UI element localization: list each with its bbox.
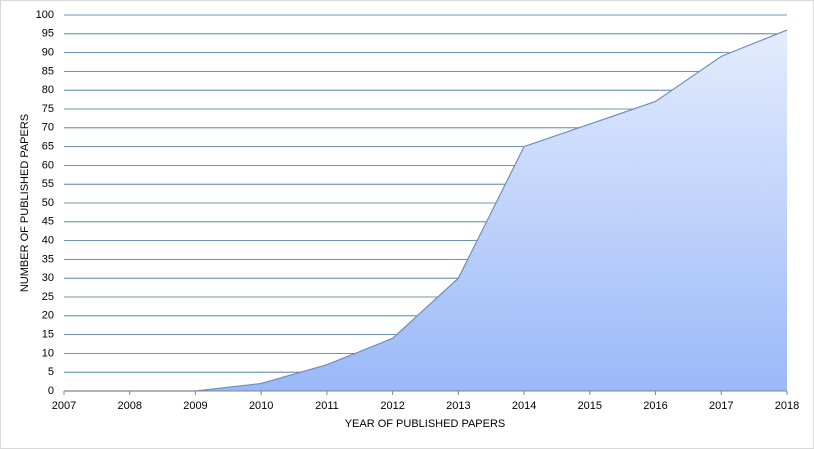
y-tick-label: 85 (42, 65, 54, 77)
x-tick-label: 2012 (380, 400, 404, 412)
x-axis-title: YEAR OF PUBLISHED PAPERS (345, 418, 506, 430)
x-tick-label: 2009 (183, 400, 207, 412)
x-tick-label: 2013 (446, 400, 470, 412)
y-tick-label: 25 (42, 291, 54, 303)
area (64, 30, 787, 391)
y-tick-label: 30 (42, 272, 54, 284)
y-tick-label: 65 (42, 141, 54, 153)
y-tick-label: 70 (42, 122, 54, 134)
y-tick-label: 55 (42, 178, 54, 190)
y-tick-label: 20 (42, 310, 54, 322)
x-tick-label: 2010 (249, 400, 273, 412)
y-tick-label: 10 (42, 347, 54, 359)
y-tick-label: 60 (42, 159, 54, 171)
y-tick-label: 75 (42, 103, 54, 115)
y-tick-label: 40 (42, 235, 54, 247)
x-tick-label: 2014 (512, 400, 536, 412)
y-tick-label: 45 (42, 216, 54, 228)
x-tick-label: 2008 (117, 400, 141, 412)
y-tick-label: 95 (42, 28, 54, 40)
x-tick-label: 2015 (578, 400, 602, 412)
y-tick-label: 100 (36, 9, 54, 21)
y-tick-label: 5 (48, 366, 54, 378)
x-tick-label: 2017 (709, 400, 733, 412)
y-tick-label: 50 (42, 197, 54, 209)
x-tick-label: 2016 (643, 400, 667, 412)
y-tick-label: 80 (42, 84, 54, 96)
x-tick-label: 2011 (315, 400, 339, 412)
y-tick-label: 35 (42, 253, 54, 265)
x-tick-label: 2018 (775, 400, 799, 412)
y-tick-label: 15 (42, 329, 54, 341)
x-tick-label: 2007 (52, 400, 76, 412)
y-tick-label: 90 (42, 47, 54, 59)
y-axis-title: NUMBER OF PUBLISHED PAPERS (19, 114, 31, 292)
y-tick-label: 0 (48, 385, 54, 397)
